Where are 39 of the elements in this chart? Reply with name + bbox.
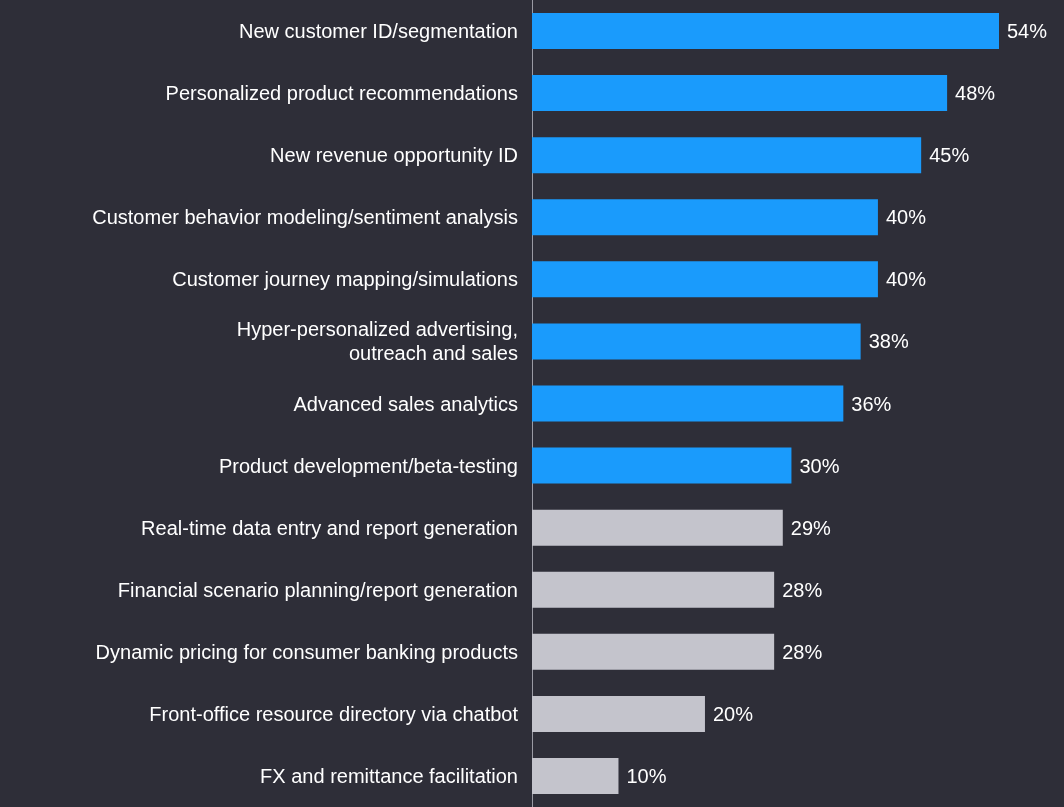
bar bbox=[532, 571, 775, 608]
y-tick-label: New customer ID/segmentation bbox=[238, 20, 518, 43]
data-label: 28% bbox=[782, 578, 823, 601]
data-label: 10% bbox=[626, 764, 667, 787]
y-tick-label: Customer behavior modeling/sentiment analysis bbox=[92, 206, 518, 229]
bar bbox=[532, 447, 792, 484]
bar bbox=[532, 137, 922, 174]
bar bbox=[532, 509, 783, 546]
bar bbox=[532, 695, 705, 732]
data-label: 20% bbox=[712, 702, 754, 725]
y-tick-label: FX and remittance facilitation bbox=[260, 764, 518, 787]
bar bbox=[532, 633, 775, 670]
y-tick-label: Dynamic pricing for consumer banking products bbox=[95, 640, 518, 663]
bar bbox=[532, 323, 861, 360]
y-tick-label: Financial scenario planning/report generation bbox=[117, 578, 518, 601]
y-tick-label: Product development/beta-testing bbox=[218, 454, 518, 477]
data-label: 48% bbox=[955, 82, 996, 105]
y-tick-label: Personalized product recommendations bbox=[165, 82, 518, 105]
bar bbox=[532, 13, 999, 50]
y-tick-label: Customer journey mapping/simulations bbox=[172, 268, 518, 291]
y-tick-label: New revenue opportunity ID bbox=[270, 144, 518, 167]
bar bbox=[532, 199, 878, 236]
data-label: 54% bbox=[1007, 20, 1048, 43]
data-label: 30% bbox=[799, 454, 840, 477]
data-label: 28% bbox=[782, 640, 823, 663]
y-tick-label: Real-time data entry and report generation bbox=[141, 516, 518, 539]
data-label: 38% bbox=[868, 330, 909, 353]
bar bbox=[532, 261, 878, 298]
bar bbox=[532, 385, 844, 422]
data-label: 45% bbox=[929, 144, 970, 167]
bar bbox=[532, 75, 948, 112]
data-label: 40% bbox=[885, 268, 927, 291]
data-label: 36% bbox=[851, 392, 892, 415]
bar bbox=[532, 757, 619, 794]
data-label: 40% bbox=[885, 206, 927, 229]
y-tick-label: Hyper-personalized advertising, outreach and sales bbox=[236, 318, 518, 365]
data-label: 29% bbox=[790, 516, 832, 539]
y-tick-label: Front-office resource directory via chatbot bbox=[149, 702, 519, 725]
y-tick-label: Advanced sales analytics bbox=[293, 392, 518, 415]
